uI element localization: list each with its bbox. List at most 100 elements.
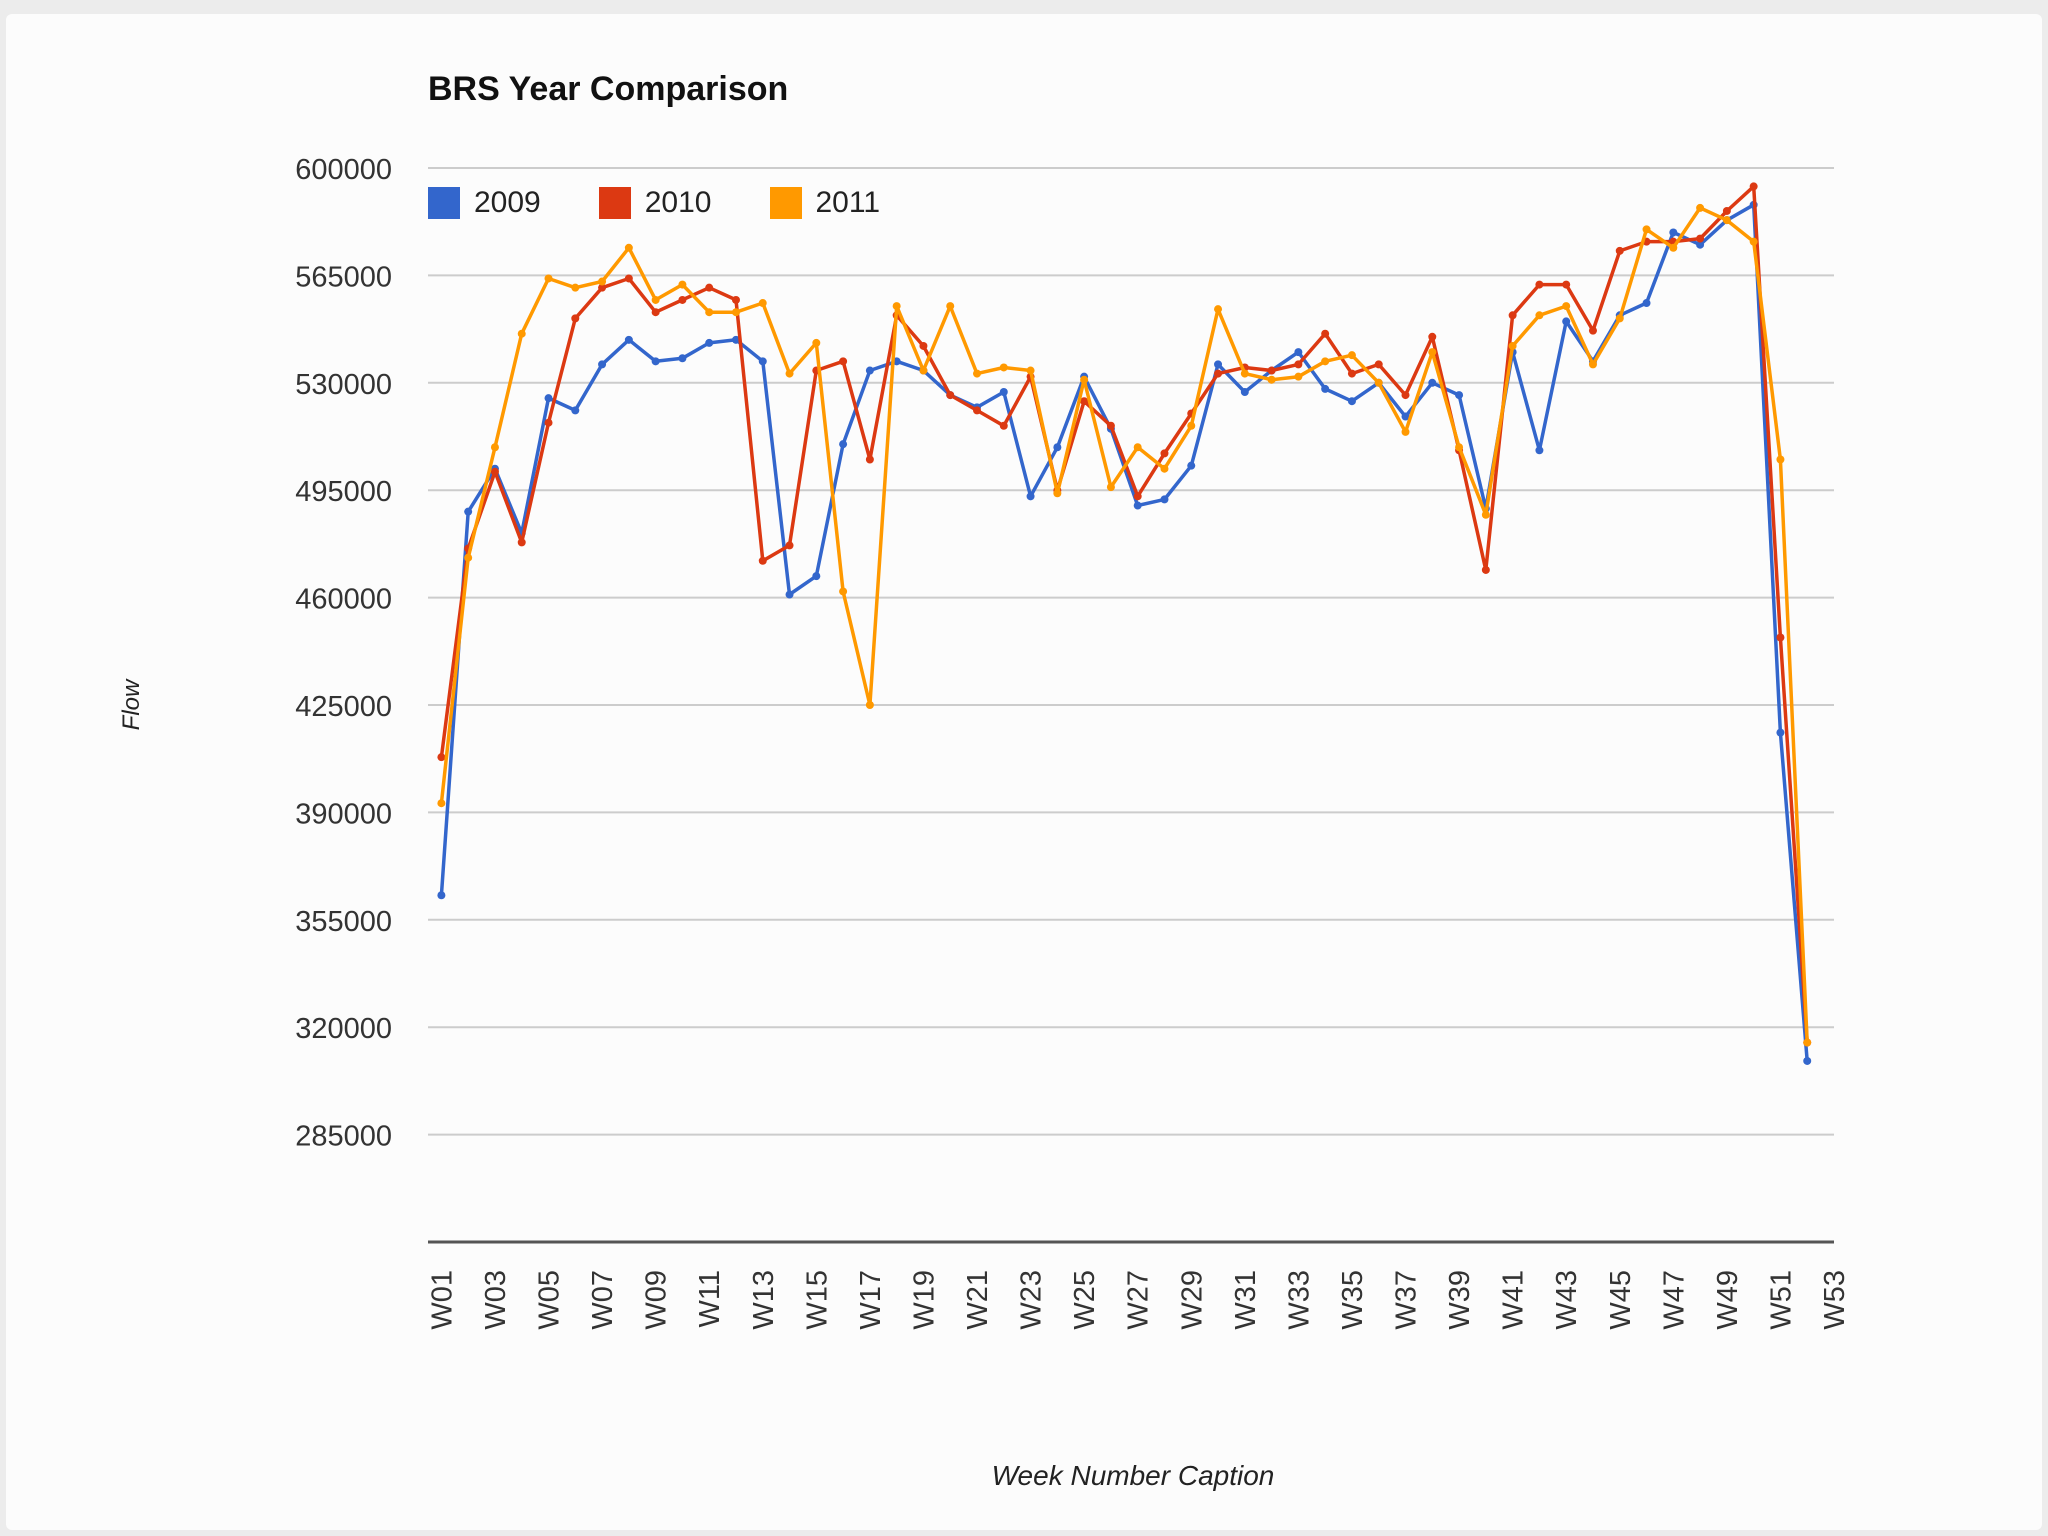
point-2010-W35 xyxy=(1347,369,1356,378)
point-2011-W45 xyxy=(1615,314,1624,323)
point-2011-W42 xyxy=(1535,311,1544,320)
point-2010-W04 xyxy=(517,538,526,547)
x-tick-label-16: W33 xyxy=(1283,1270,1315,1330)
point-2010-W26 xyxy=(1106,421,1115,430)
point-2011-W32 xyxy=(1267,375,1276,384)
point-2011-W21 xyxy=(973,369,982,378)
point-2010-W13 xyxy=(758,556,767,565)
y-tick-label-5: 425000 xyxy=(295,691,392,723)
y-tick-label-8: 320000 xyxy=(295,1013,392,1045)
point-2011-W05 xyxy=(544,274,553,283)
point-2009-W09 xyxy=(651,357,660,366)
point-2009-W06 xyxy=(571,406,580,415)
legend-swatch-1 xyxy=(598,187,631,219)
point-2011-W33 xyxy=(1294,372,1303,381)
point-2009-W47 xyxy=(1669,228,1678,237)
x-tick-label-8: W17 xyxy=(855,1270,887,1330)
point-2010-W27 xyxy=(1133,492,1142,501)
point-2009-W30 xyxy=(1214,360,1223,369)
series-line-2010 xyxy=(439,184,1809,1043)
point-2010-W22 xyxy=(999,421,1008,430)
x-tick-label-19: W39 xyxy=(1444,1270,1476,1330)
point-2011-W44 xyxy=(1588,360,1597,369)
point-2010-W25 xyxy=(1080,397,1089,406)
point-2011-W26 xyxy=(1106,483,1115,492)
point-2011-W43 xyxy=(1562,302,1571,311)
point-2009-W46 xyxy=(1642,299,1651,308)
point-2011-W12 xyxy=(731,308,740,317)
point-2011-W23 xyxy=(1026,366,1035,375)
point-2009-W39 xyxy=(1455,391,1464,400)
point-2009-W43 xyxy=(1562,317,1571,326)
x-tick-label-22: W45 xyxy=(1605,1270,1637,1330)
point-2010-W05 xyxy=(544,418,553,427)
point-2010-W12 xyxy=(731,295,740,304)
point-2011-W02 xyxy=(464,553,473,562)
x-tick-label-13: W27 xyxy=(1123,1270,1155,1330)
x-tick-label-2: W05 xyxy=(534,1270,566,1330)
point-2011-W09 xyxy=(651,295,660,304)
point-2011-W01 xyxy=(437,799,446,808)
point-2011-W07 xyxy=(598,277,607,286)
point-2009-W31 xyxy=(1240,388,1249,397)
x-tick-label-3: W07 xyxy=(587,1270,619,1330)
point-2011-W22 xyxy=(999,363,1008,372)
point-2011-W20 xyxy=(946,302,955,311)
chart-background xyxy=(6,14,2042,1530)
y-tick-label-0: 600000 xyxy=(295,154,392,186)
point-2011-W19 xyxy=(919,366,928,375)
point-2009-W29 xyxy=(1187,461,1196,470)
point-2010-W43 xyxy=(1562,280,1571,289)
x-tick-label-26: W53 xyxy=(1819,1270,1851,1330)
point-2010-W38 xyxy=(1428,332,1437,341)
point-2010-W40 xyxy=(1481,565,1490,574)
point-2010-W44 xyxy=(1588,326,1597,335)
point-2011-W52 xyxy=(1803,1038,1812,1047)
point-2009-W33 xyxy=(1294,348,1303,357)
point-2011-W25 xyxy=(1080,375,1089,384)
point-2010-W21 xyxy=(973,406,982,415)
point-2011-W38 xyxy=(1428,348,1437,357)
x-tick-label-11: W23 xyxy=(1016,1270,1048,1330)
point-2009-W27 xyxy=(1133,501,1142,510)
point-2010-W16 xyxy=(839,357,848,366)
point-2011-W13 xyxy=(758,299,767,308)
point-2011-W47 xyxy=(1669,243,1678,252)
x-tick-label-14: W29 xyxy=(1176,1270,1208,1330)
point-2010-W11 xyxy=(705,283,714,292)
point-2011-W08 xyxy=(624,243,633,252)
point-2009-W35 xyxy=(1347,397,1356,406)
legend-label-0: 2009 xyxy=(474,186,541,219)
y-tick-label-6: 390000 xyxy=(295,798,392,830)
series-line-2009 xyxy=(439,203,1809,1062)
point-2011-W28 xyxy=(1160,464,1169,473)
point-2010-W33 xyxy=(1294,360,1303,369)
y-tick-label-4: 460000 xyxy=(295,584,392,616)
point-2009-W14 xyxy=(785,590,794,599)
point-2009-W23 xyxy=(1026,492,1035,501)
point-2010-W51 xyxy=(1776,633,1785,642)
point-2011-W39 xyxy=(1455,443,1464,452)
y-tick-label-9: 285000 xyxy=(295,1121,392,1153)
point-2009-W11 xyxy=(705,338,714,347)
point-2009-W22 xyxy=(999,388,1008,397)
point-2011-W10 xyxy=(678,280,687,289)
legend-item-2: 2011 xyxy=(769,186,880,220)
x-axis-title: Week Number Caption xyxy=(991,1460,1275,1491)
point-2010-W41 xyxy=(1508,311,1517,320)
x-tick-label-15: W31 xyxy=(1230,1270,1262,1330)
point-2011-W49 xyxy=(1722,216,1731,225)
point-2010-W17 xyxy=(865,455,874,464)
point-2009-W15 xyxy=(812,572,821,581)
legend-item-1: 2010 xyxy=(598,186,712,220)
x-tick-label-5: W11 xyxy=(694,1270,726,1327)
point-2010-W19 xyxy=(919,341,928,350)
point-2011-W06 xyxy=(571,283,580,292)
point-2010-W14 xyxy=(785,541,794,550)
point-2010-W50 xyxy=(1749,182,1758,191)
point-2010-W49 xyxy=(1722,206,1731,215)
point-2011-W15 xyxy=(812,338,821,347)
point-2011-W16 xyxy=(839,587,848,596)
x-tick-label-24: W49 xyxy=(1712,1270,1744,1330)
